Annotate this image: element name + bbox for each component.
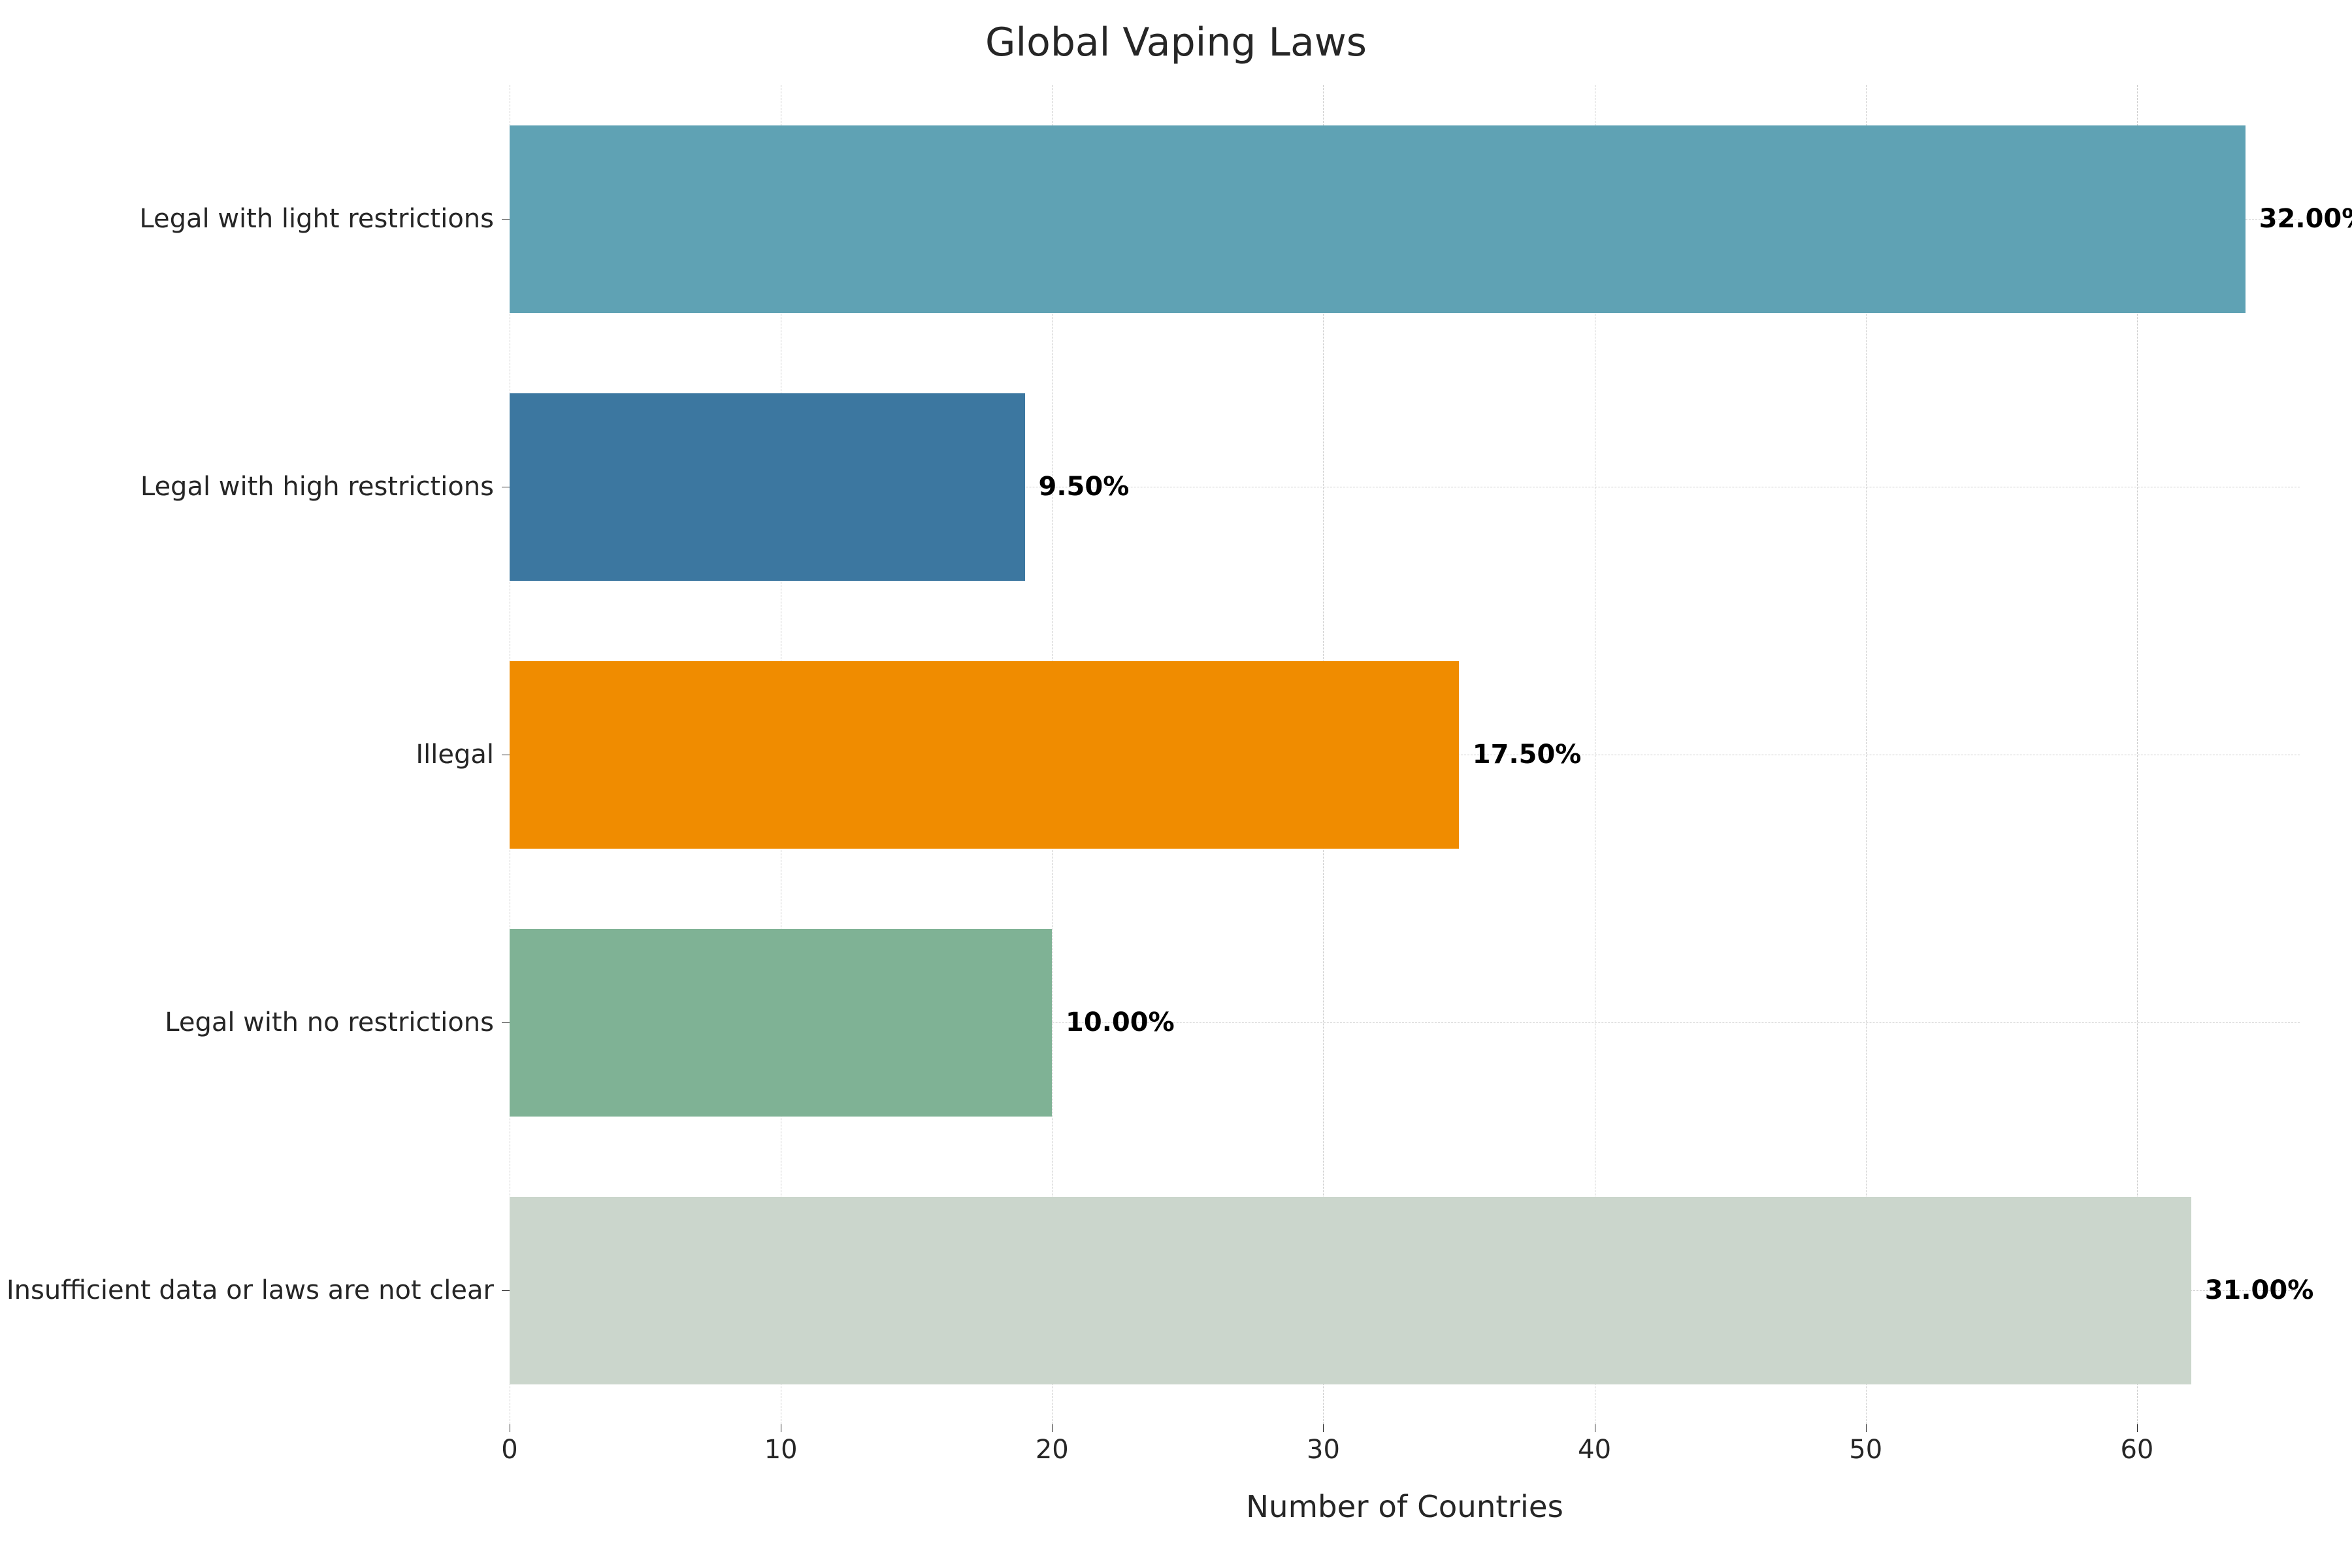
ytick-label: Legal with no restrictions — [165, 1007, 510, 1037]
chart-container: Global Vaping Laws 0102030405060Legal wi… — [0, 0, 2352, 1568]
ytick-label: Insufficient data or laws are not clear — [7, 1275, 510, 1305]
xtick-mark — [2137, 1424, 2138, 1432]
bar-percent-label: 32.00% — [2259, 204, 2352, 234]
xtick-label: 10 — [764, 1435, 798, 1465]
xtick-mark — [1323, 1424, 1324, 1432]
xtick-label: 50 — [1849, 1435, 1882, 1465]
ytick-label: Legal with light restrictions — [139, 204, 510, 234]
bar — [510, 393, 1025, 581]
bar — [510, 929, 1052, 1117]
x-axis-label: Number of Countries — [510, 1490, 2300, 1525]
bar-percent-label: 9.50% — [1039, 472, 1130, 502]
bar — [510, 125, 2246, 313]
bar-percent-label: 31.00% — [2205, 1275, 2314, 1305]
xtick-label: 20 — [1036, 1435, 1069, 1465]
bar — [510, 661, 1459, 849]
ytick-label: Legal with high restrictions — [140, 472, 510, 502]
bar — [510, 1197, 2191, 1384]
chart-title: Global Vaping Laws — [0, 0, 2352, 65]
xtick-label: 30 — [1307, 1435, 1340, 1465]
ytick-label: Illegal — [416, 740, 510, 770]
xtick-label: 60 — [2120, 1435, 2153, 1465]
bar-percent-label: 10.00% — [1066, 1007, 1175, 1037]
xtick-mark — [1052, 1424, 1053, 1432]
xtick-label: 40 — [1578, 1435, 1611, 1465]
bar-percent-label: 17.50% — [1473, 740, 1582, 770]
plot-area: 0102030405060Legal with light restrictio… — [510, 85, 2300, 1425]
xtick-label: 0 — [501, 1435, 517, 1465]
xtick-mark — [1866, 1424, 1867, 1432]
